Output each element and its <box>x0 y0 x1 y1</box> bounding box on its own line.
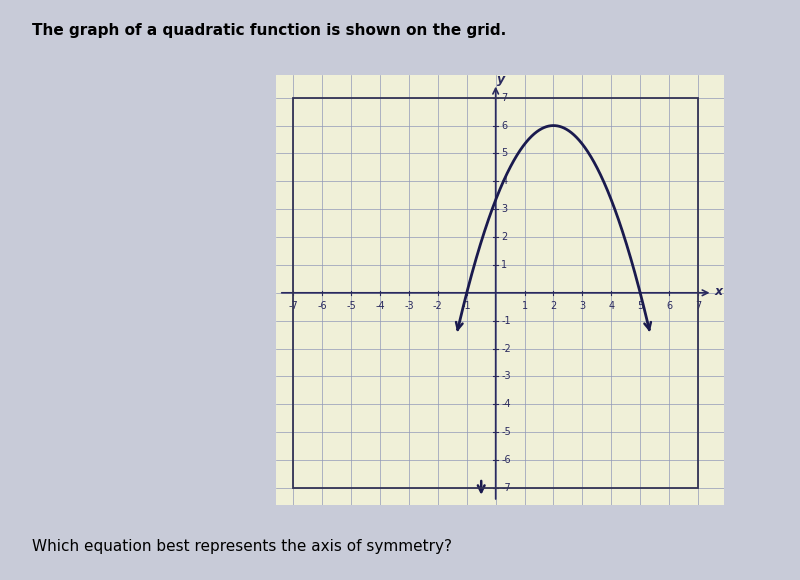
Text: -3: -3 <box>404 300 414 311</box>
Text: -2: -2 <box>433 300 442 311</box>
Text: 2: 2 <box>502 232 508 242</box>
Text: -1: -1 <box>502 316 511 325</box>
Text: x: x <box>714 285 722 298</box>
Text: 4: 4 <box>502 176 507 186</box>
Text: -2: -2 <box>502 343 511 354</box>
Text: -7: -7 <box>289 300 298 311</box>
Text: 6: 6 <box>502 121 507 130</box>
Text: Which equation best represents the axis of symmetry?: Which equation best represents the axis … <box>32 539 452 554</box>
Text: 3: 3 <box>579 300 586 311</box>
Text: -1: -1 <box>462 300 471 311</box>
Text: -5: -5 <box>346 300 356 311</box>
Text: 1: 1 <box>502 260 507 270</box>
Text: 4: 4 <box>608 300 614 311</box>
Text: 7: 7 <box>502 93 508 103</box>
Text: 1: 1 <box>522 300 528 311</box>
Text: -4: -4 <box>502 399 511 409</box>
Text: -7: -7 <box>502 483 511 493</box>
Text: 3: 3 <box>502 204 507 214</box>
Text: -4: -4 <box>375 300 385 311</box>
Text: -6: -6 <box>318 300 327 311</box>
Text: The graph of a quadratic function is shown on the grid.: The graph of a quadratic function is sho… <box>32 23 506 38</box>
Text: -6: -6 <box>502 455 511 465</box>
Text: 2: 2 <box>550 300 557 311</box>
Text: 5: 5 <box>502 148 508 158</box>
Text: y: y <box>498 73 506 86</box>
Text: 6: 6 <box>666 300 672 311</box>
Text: 7: 7 <box>695 300 701 311</box>
Text: -3: -3 <box>502 371 511 382</box>
Text: -5: -5 <box>502 427 511 437</box>
Text: 5: 5 <box>637 300 643 311</box>
